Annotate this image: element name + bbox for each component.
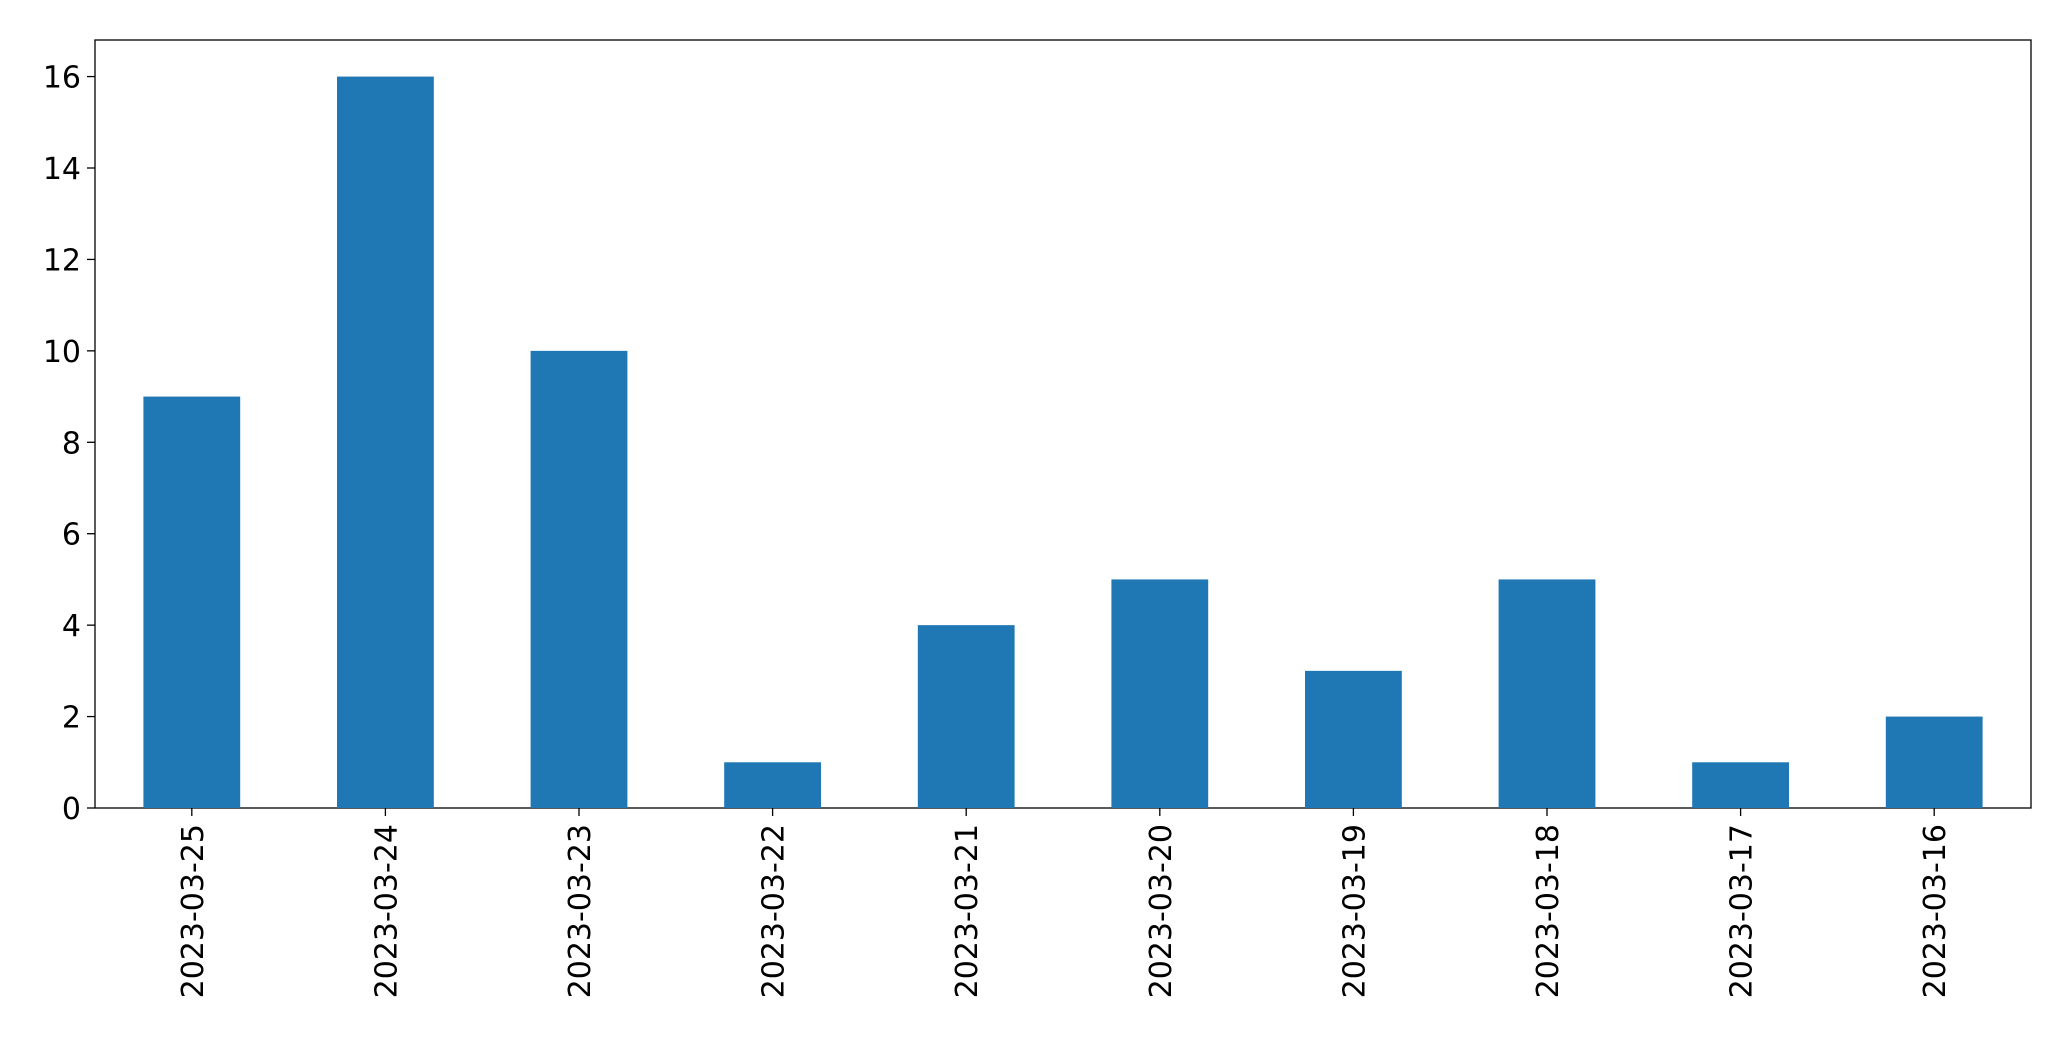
bar [530, 350, 628, 808]
x-tick-label: 2023-03-24 [369, 824, 404, 998]
y-tick-label: 0 [62, 792, 81, 827]
x-tick-label: 2023-03-20 [1144, 824, 1179, 998]
bar [1498, 579, 1596, 808]
y-tick-label: 6 [62, 518, 81, 553]
bar [724, 762, 821, 808]
y-tick-label: 10 [43, 335, 81, 370]
y-tick-label: 8 [62, 426, 81, 461]
x-tick-label: 2023-03-17 [1725, 824, 1760, 998]
y-tick-label: 4 [62, 609, 81, 644]
bar [337, 76, 434, 809]
y-tick-label: 2 [62, 701, 81, 736]
bar [917, 625, 1015, 808]
bar [1885, 716, 1983, 808]
x-tick-label: 2023-03-21 [950, 824, 985, 998]
x-tick-label: 2023-03-19 [1337, 824, 1372, 998]
x-tick-label: 2023-03-18 [1531, 824, 1566, 998]
y-tick-label: 12 [43, 243, 81, 278]
y-tick-label: 14 [43, 152, 81, 187]
x-tick-label: 2023-03-16 [1918, 824, 1953, 998]
axes-frame [94, 39, 2032, 809]
y-tick-label: 16 [43, 61, 81, 96]
bar [1692, 762, 1789, 808]
bar [143, 396, 241, 808]
x-tick-label: 2023-03-25 [176, 824, 211, 998]
bar [1305, 670, 1402, 808]
x-tick-label: 2023-03-23 [563, 824, 598, 998]
bar [1111, 579, 1209, 808]
x-tick-label: 2023-03-22 [757, 824, 792, 998]
